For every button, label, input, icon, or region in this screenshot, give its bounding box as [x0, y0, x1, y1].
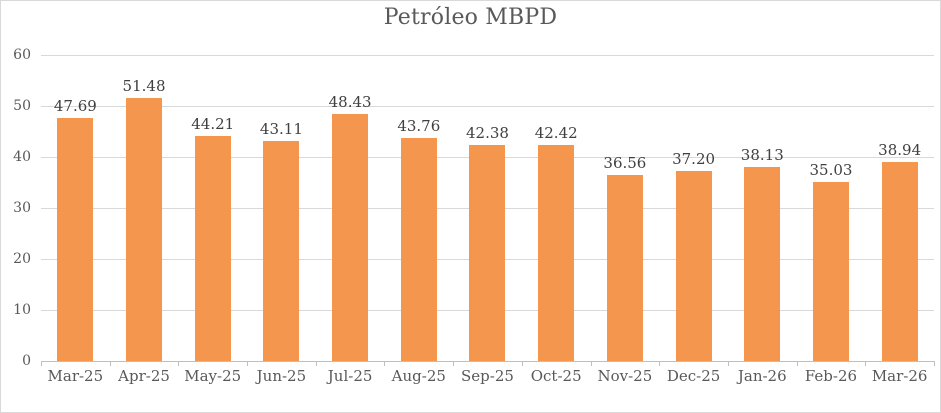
bar-Dec-25	[675, 171, 712, 361]
bar-slot: 43.11	[247, 55, 316, 361]
x-axis-category-label: May-25	[184, 367, 242, 385]
bar-May-25	[194, 135, 231, 361]
bar-Feb-26	[812, 182, 849, 361]
bar-value-label: 38.94	[878, 141, 922, 160]
bar-slot: 36.56	[591, 55, 660, 361]
x-axis-tick-mark	[110, 361, 111, 366]
x-axis-tick-mark	[41, 361, 42, 366]
bar-Apr-25	[126, 98, 163, 361]
x-axis-category-label: Mar-25	[47, 367, 104, 385]
bar-Jan-26	[744, 166, 781, 361]
bar-value-label: 43.76	[397, 116, 441, 135]
x-axis-category-label: Nov-25	[597, 367, 653, 385]
bar-slot: 42.38	[453, 55, 522, 361]
chart-title: Petróleo MBPD	[383, 5, 558, 30]
x-axis-category-label: Jun-25	[256, 367, 307, 385]
x-axis-category-label: Feb-26	[804, 367, 858, 385]
bar-value-label: 36.56	[603, 153, 647, 172]
x-axis-tick-mark	[316, 361, 317, 366]
gridline	[41, 54, 934, 56]
bar-Oct-25	[538, 144, 575, 361]
gridline	[41, 105, 934, 107]
y-axis-tick-label: 30	[13, 200, 31, 216]
x-axis-tick-mark	[178, 361, 179, 366]
y-axis-tick-label: 50	[13, 98, 31, 114]
x-axis-category-label: Aug-25	[391, 367, 446, 385]
y-axis-tick-label: 60	[13, 47, 31, 63]
x-axis-tick-mark	[453, 361, 454, 366]
x-axis-category-label: Oct-25	[530, 367, 582, 385]
bar-value-label: 48.43	[328, 93, 372, 112]
bar-slot: 38.94	[865, 55, 934, 361]
bar-Jul-25	[332, 114, 369, 361]
x-axis-tick-mark	[247, 361, 248, 366]
bar-value-label: 42.38	[466, 123, 509, 142]
bar-value-label: 51.48	[122, 77, 166, 96]
bar-value-label: 43.11	[259, 120, 303, 139]
x-axis-category-label: Jul-25	[327, 367, 373, 385]
x-axis-category-label: Dec-25	[666, 367, 721, 385]
x-axis-category-label: Jan-26	[737, 367, 787, 385]
bar-slot: 48.43	[316, 55, 385, 361]
x-axis-tick-mark	[522, 361, 523, 366]
bar-Mar-25	[57, 117, 94, 361]
bar-value-label: 42.42	[534, 123, 578, 142]
y-axis-tick-label: 0	[22, 353, 31, 369]
x-axis-line	[41, 361, 934, 362]
x-axis-tick-mark	[797, 361, 798, 366]
bar-slot: 35.03	[797, 55, 866, 361]
bar-slot: 37.20	[659, 55, 728, 361]
x-axis-category-label: Apr-25	[118, 367, 170, 385]
x-axis-tick-mark	[728, 361, 729, 366]
bar-value-label: 35.03	[809, 161, 853, 180]
bar-value-label: 37.20	[672, 150, 716, 169]
bar-Jun-25	[263, 141, 300, 361]
y-axis-tick-label: 40	[13, 149, 31, 165]
x-axis-tick-mark	[384, 361, 385, 366]
plot-area: Mar-25 47.69 Apr-25 51.48 May-25 44.21 Jun-25 4…	[41, 54, 935, 385]
y-axis-tick-label: 20	[13, 251, 31, 267]
bar-slot: 44.21	[178, 55, 247, 361]
bar-value-label: 38.13	[740, 145, 784, 164]
x-axis-tick-mark	[591, 361, 592, 366]
x-axis-category-label: Sep-25	[461, 367, 514, 385]
x-axis-tick-mark	[865, 361, 866, 366]
bar-value-label: 47.69	[53, 96, 97, 115]
bar-slot: 47.69	[41, 55, 110, 361]
x-axis-tick-mark	[659, 361, 660, 366]
bar-Mar-26	[881, 162, 918, 361]
bar-slot: 42.42	[522, 55, 591, 361]
bar-slot: 51.48	[110, 55, 179, 361]
bar-slot: 43.76	[384, 55, 453, 361]
bar-value-label: 44.21	[191, 114, 235, 133]
x-axis-tick-mark	[934, 361, 935, 366]
y-axis-tick-label: 10	[13, 302, 31, 318]
bar-Nov-25	[606, 174, 643, 361]
bar-slot: 38.13	[728, 55, 797, 361]
bar-Aug-25	[400, 137, 437, 361]
x-axis-category-label: Mar-26	[871, 367, 928, 385]
bar-Sep-25	[469, 144, 506, 361]
